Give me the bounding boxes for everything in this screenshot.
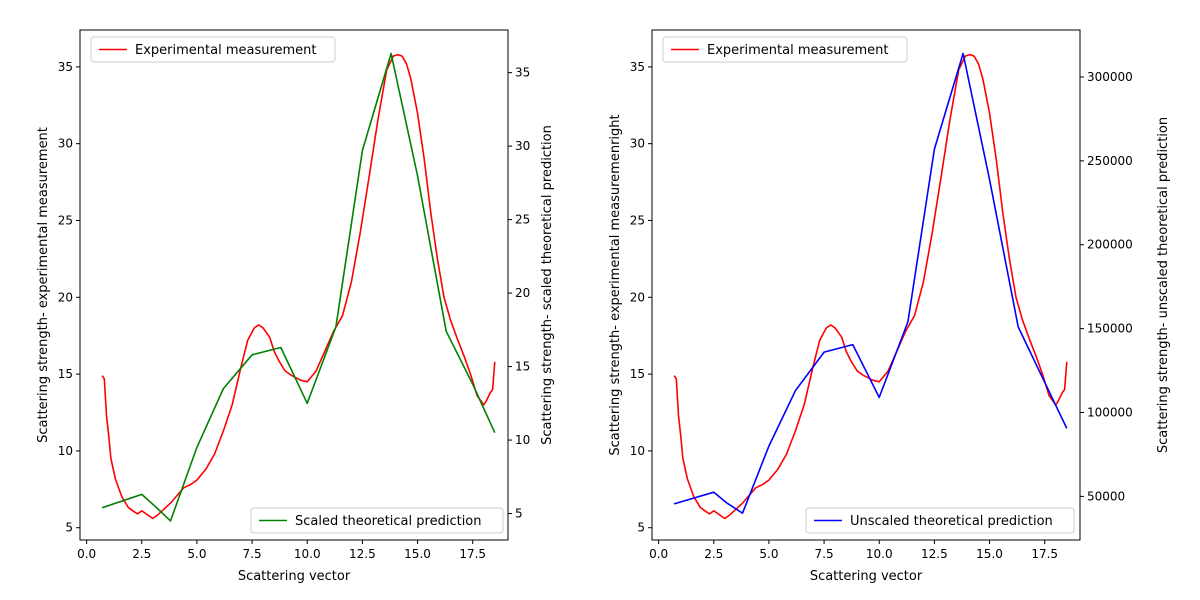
x-tick-label: 10.0	[866, 547, 893, 561]
legend-label: Scaled theoretical prediction	[295, 514, 482, 529]
x-tick-label: 10.0	[294, 547, 321, 561]
x-tick-label: 17.5	[1031, 547, 1058, 561]
y-tick-label-right: 250000	[1087, 154, 1133, 168]
y-tick-label-right: 200000	[1087, 238, 1133, 252]
y-tick-label-left: 25	[58, 213, 73, 227]
x-tick-label: 0.0	[77, 547, 96, 561]
legend-box	[90, 36, 336, 63]
x-tick-label: 5.0	[187, 547, 206, 561]
y-tick-label-right: 25	[515, 213, 530, 227]
x-tick-label: 12.5	[921, 547, 948, 561]
y-tick-label-left: 30	[630, 137, 645, 151]
x-tick-label: 17.5	[459, 547, 486, 561]
legend-box	[805, 507, 1075, 534]
y-axis-label-left: Scattering strength- experimental measur…	[36, 127, 51, 443]
y-tick-label-left: 10	[58, 444, 73, 458]
y-tick-label-left: 10	[630, 444, 645, 458]
axes-frame	[79, 29, 509, 541]
y-tick-label-left: 25	[630, 213, 645, 227]
legend-box	[250, 507, 504, 534]
y-axis-label-right: Scattering strength- unscaled theoretica…	[1156, 117, 1171, 453]
y-tick-label-left: 20	[630, 290, 645, 304]
x-tick-label: 2.5	[704, 547, 723, 561]
y-tick-label-left: 30	[58, 137, 73, 151]
legend-label: Experimental measurement	[707, 43, 889, 58]
legend-label: Unscaled theoretical prediction	[850, 514, 1053, 529]
x-tick-label: 7.5	[815, 547, 834, 561]
chart-panel-2: 0.0 2.5 5.0 7.5 10.0 12.5 15.0 17.5 5 10 15 20 25 30 3…	[608, 29, 1171, 584]
x-tick-label: 5.0	[759, 547, 778, 561]
legend-theoretical: Scaled theoretical prediction	[250, 507, 504, 534]
legend-box	[662, 36, 908, 63]
y-tick-label-left: 35	[630, 60, 645, 74]
y-tick-label-right: 30	[515, 139, 530, 153]
y-tick-label-left: 35	[58, 60, 73, 74]
y-tick-label-right: 150000	[1087, 322, 1133, 336]
y-tick-label-right: 20	[515, 286, 530, 300]
x-tick-label: 7.5	[243, 547, 262, 561]
y-tick-label-left: 15	[630, 367, 645, 381]
legend-experimental: Experimental measurement	[662, 36, 908, 63]
y-tick-label-right: 5	[515, 507, 523, 521]
y-axis-label-left: Scattering strength- experimental measur…	[608, 114, 623, 455]
y-tick-label-right: 15	[515, 360, 530, 374]
legend-experimental: Experimental measurement	[90, 36, 336, 63]
y-tick-label-right: 100000	[1087, 406, 1133, 420]
series-line-theoretical	[673, 52, 1068, 515]
chart-panel-1: 0.0 2.5 5.0 7.5 10.0 12.5 15.0 17.5 5 10 15 20 25 30 3…	[36, 29, 555, 584]
series-line-experimental	[673, 53, 1068, 520]
y-tick-label-left: 15	[58, 367, 73, 381]
y-tick-label-left: 5	[637, 521, 645, 535]
x-axis-label: Scattering vector	[238, 569, 351, 584]
legend-label: Experimental measurement	[135, 43, 317, 58]
series-line-theoretical	[101, 52, 496, 522]
y-tick-label-left: 20	[58, 290, 73, 304]
legend-theoretical: Unscaled theoretical prediction	[805, 507, 1075, 534]
y-tick-label-right: 300000	[1087, 70, 1133, 84]
y-tick-label-right: 35	[515, 66, 530, 80]
series-line-experimental	[101, 53, 496, 520]
y-tick-label-right: 10	[515, 433, 530, 447]
x-tick-label: 2.5	[132, 547, 151, 561]
x-tick-label: 15.0	[404, 547, 431, 561]
y-axis-label-right: Scattering strength- scaled theoretical …	[540, 125, 555, 445]
x-axis-label: Scattering vector	[810, 569, 923, 584]
x-tick-label: 12.5	[349, 547, 376, 561]
x-tick-label: 0.0	[649, 547, 668, 561]
y-tick-label-right: 50000	[1087, 489, 1125, 503]
x-tick-label: 15.0	[976, 547, 1003, 561]
y-tick-label-left: 5	[65, 521, 73, 535]
axes-frame	[651, 29, 1081, 541]
